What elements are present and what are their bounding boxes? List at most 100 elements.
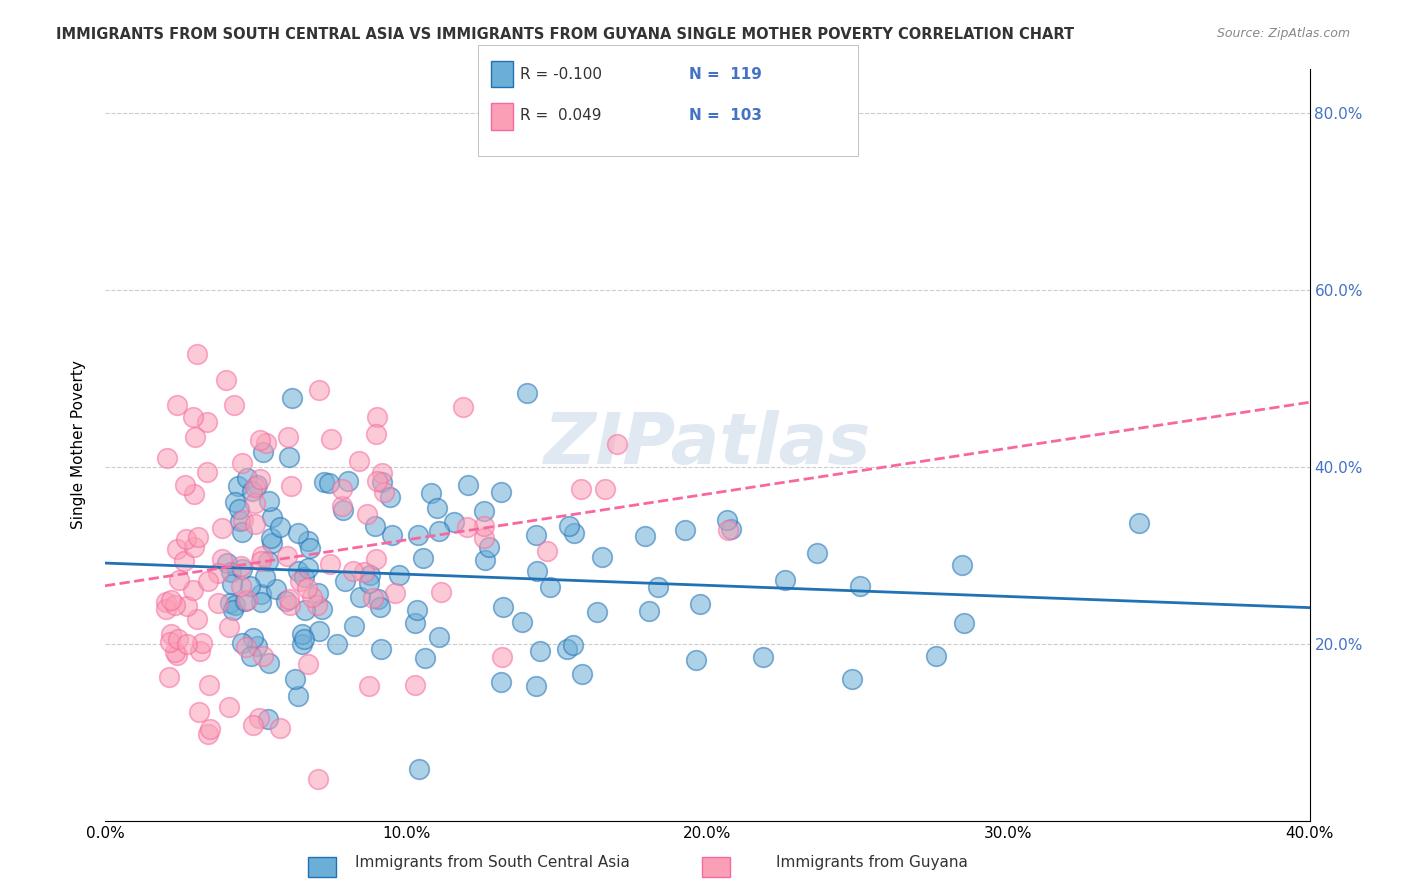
Point — [156, 450, 179, 465]
Point — [159, 634, 181, 648]
Point — [231, 562, 253, 576]
Point — [292, 570, 315, 584]
Point — [262, 536, 284, 550]
Point — [307, 772, 329, 787]
Point — [474, 553, 496, 567]
Point — [953, 615, 976, 630]
Point — [371, 475, 394, 489]
Point — [332, 503, 354, 517]
Point — [186, 612, 208, 626]
Point — [456, 519, 478, 533]
Text: Source: ZipAtlas.com: Source: ZipAtlas.com — [1216, 27, 1350, 40]
Point — [451, 401, 474, 415]
Point — [349, 453, 371, 467]
Point — [269, 721, 291, 735]
Point — [294, 603, 316, 617]
Point — [228, 515, 250, 529]
Point — [371, 466, 394, 480]
Point — [236, 471, 259, 485]
Point — [264, 582, 287, 596]
Point — [207, 566, 229, 580]
Point — [356, 507, 378, 521]
Point — [243, 480, 266, 494]
Point — [238, 578, 260, 592]
Point — [586, 605, 609, 619]
Point — [242, 631, 264, 645]
Point — [186, 347, 208, 361]
Point — [297, 657, 319, 671]
Point — [491, 650, 513, 665]
Point — [166, 648, 188, 662]
Point — [384, 586, 406, 600]
Point — [364, 518, 387, 533]
Point — [562, 638, 585, 652]
Point — [254, 435, 277, 450]
Point — [489, 674, 512, 689]
Point — [155, 594, 177, 608]
Text: Immigrants from South Central Asia: Immigrants from South Central Asia — [354, 855, 630, 870]
Point — [606, 437, 628, 451]
Point — [262, 510, 284, 524]
Point — [215, 556, 238, 570]
Point — [406, 602, 429, 616]
Point — [342, 564, 364, 578]
Point — [330, 499, 353, 513]
Point — [526, 528, 548, 542]
Point — [478, 540, 501, 554]
Point — [222, 398, 245, 412]
Point — [240, 648, 263, 663]
Point — [841, 673, 863, 687]
Point — [226, 478, 249, 492]
Point — [250, 595, 273, 609]
Point — [231, 636, 253, 650]
Point — [562, 526, 585, 541]
Point — [638, 604, 661, 618]
Point — [591, 550, 613, 565]
Point — [359, 568, 381, 582]
Point — [218, 700, 240, 714]
Point — [229, 579, 252, 593]
Point — [165, 598, 187, 612]
Text: R = -0.100: R = -0.100 — [520, 67, 602, 81]
Point — [166, 542, 188, 557]
Point — [197, 574, 219, 589]
Point — [281, 392, 304, 406]
Point — [427, 524, 450, 538]
Point — [257, 494, 280, 508]
Point — [277, 591, 299, 606]
Point — [307, 586, 329, 600]
Text: Immigrants from Guyana: Immigrants from Guyana — [776, 855, 967, 870]
Point — [252, 649, 274, 664]
Point — [529, 644, 551, 658]
Point — [349, 590, 371, 604]
Point — [246, 477, 269, 491]
Point — [366, 427, 388, 442]
Point — [412, 551, 434, 566]
Point — [373, 485, 395, 500]
Point — [240, 483, 263, 498]
Point — [366, 410, 388, 425]
Point — [287, 689, 309, 703]
Point — [211, 552, 233, 566]
Point — [333, 574, 356, 588]
Point — [773, 573, 796, 587]
Point — [308, 624, 330, 639]
Point — [950, 558, 973, 572]
Point — [366, 475, 388, 489]
Text: ZIPatlas: ZIPatlas — [544, 410, 870, 480]
Point — [235, 640, 257, 654]
Point — [219, 566, 242, 580]
Point — [269, 520, 291, 534]
Point — [195, 415, 218, 429]
Point — [288, 574, 311, 589]
Point — [1128, 516, 1150, 530]
Text: IMMIGRANTS FROM SOUTH CENTRAL ASIA VS IMMIGRANTS FROM GUYANA SINGLE MOTHER POVER: IMMIGRANTS FROM SOUTH CENTRAL ASIA VS IM… — [56, 27, 1074, 42]
Point — [430, 584, 453, 599]
Point — [489, 484, 512, 499]
Point — [167, 573, 190, 587]
Point — [198, 678, 221, 692]
Point — [278, 598, 301, 612]
Point — [370, 641, 392, 656]
Point — [157, 670, 180, 684]
Point — [176, 637, 198, 651]
